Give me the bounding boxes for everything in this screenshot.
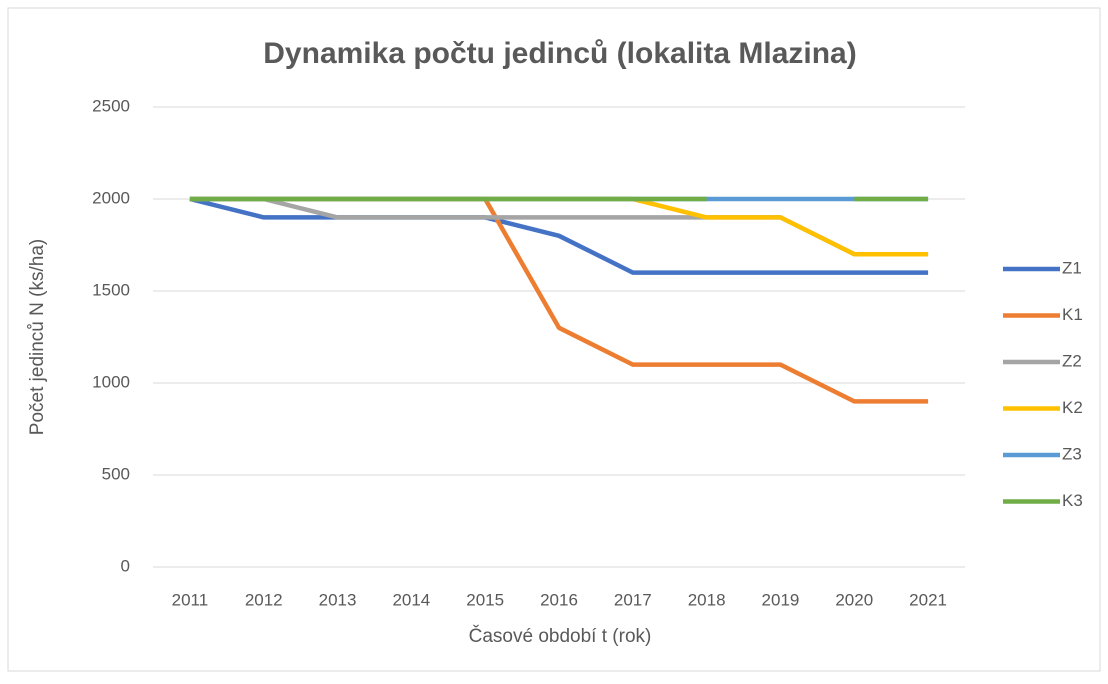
x-tick-label: 2016 [540, 590, 578, 609]
y-tick-label: 2000 [92, 188, 130, 207]
series-line [189, 196, 929, 275]
y-tick-label: 1000 [92, 372, 130, 391]
y-tick-label: 2500 [92, 96, 130, 115]
y-tick-label: 0 [121, 556, 130, 575]
y-tick-label: 500 [102, 464, 130, 483]
chart-border [7, 7, 1101, 672]
x-tick-label: 2017 [614, 590, 652, 609]
x-tick-label: 2012 [245, 590, 283, 609]
x-tick-label: 2013 [319, 590, 357, 609]
legend-label: Z1 [1062, 258, 1082, 277]
y-axis-label: Počet jedinců N (ks/ha) [27, 239, 48, 435]
chart-title: Dynamika počtu jedinců (lokalita Mlazina… [263, 37, 856, 70]
legend-label: Z3 [1062, 444, 1082, 463]
legend-label: K3 [1062, 491, 1083, 510]
x-axis-label: Časové období t (rok) [469, 625, 652, 647]
x-tick-label: 2014 [392, 590, 430, 609]
y-tick-label: 1500 [92, 280, 130, 299]
legend-label: Z2 [1062, 351, 1082, 370]
x-tick-label: 2020 [835, 590, 873, 609]
x-tick-label: 2018 [688, 590, 726, 609]
legend-label: K1 [1062, 305, 1083, 324]
x-tick-label: 2011 [172, 590, 209, 609]
x-tick-label: 2015 [466, 590, 504, 609]
legend-label: K2 [1062, 398, 1083, 417]
x-tick-label: 2021 [909, 590, 947, 609]
x-tick-label: 2019 [762, 590, 800, 609]
